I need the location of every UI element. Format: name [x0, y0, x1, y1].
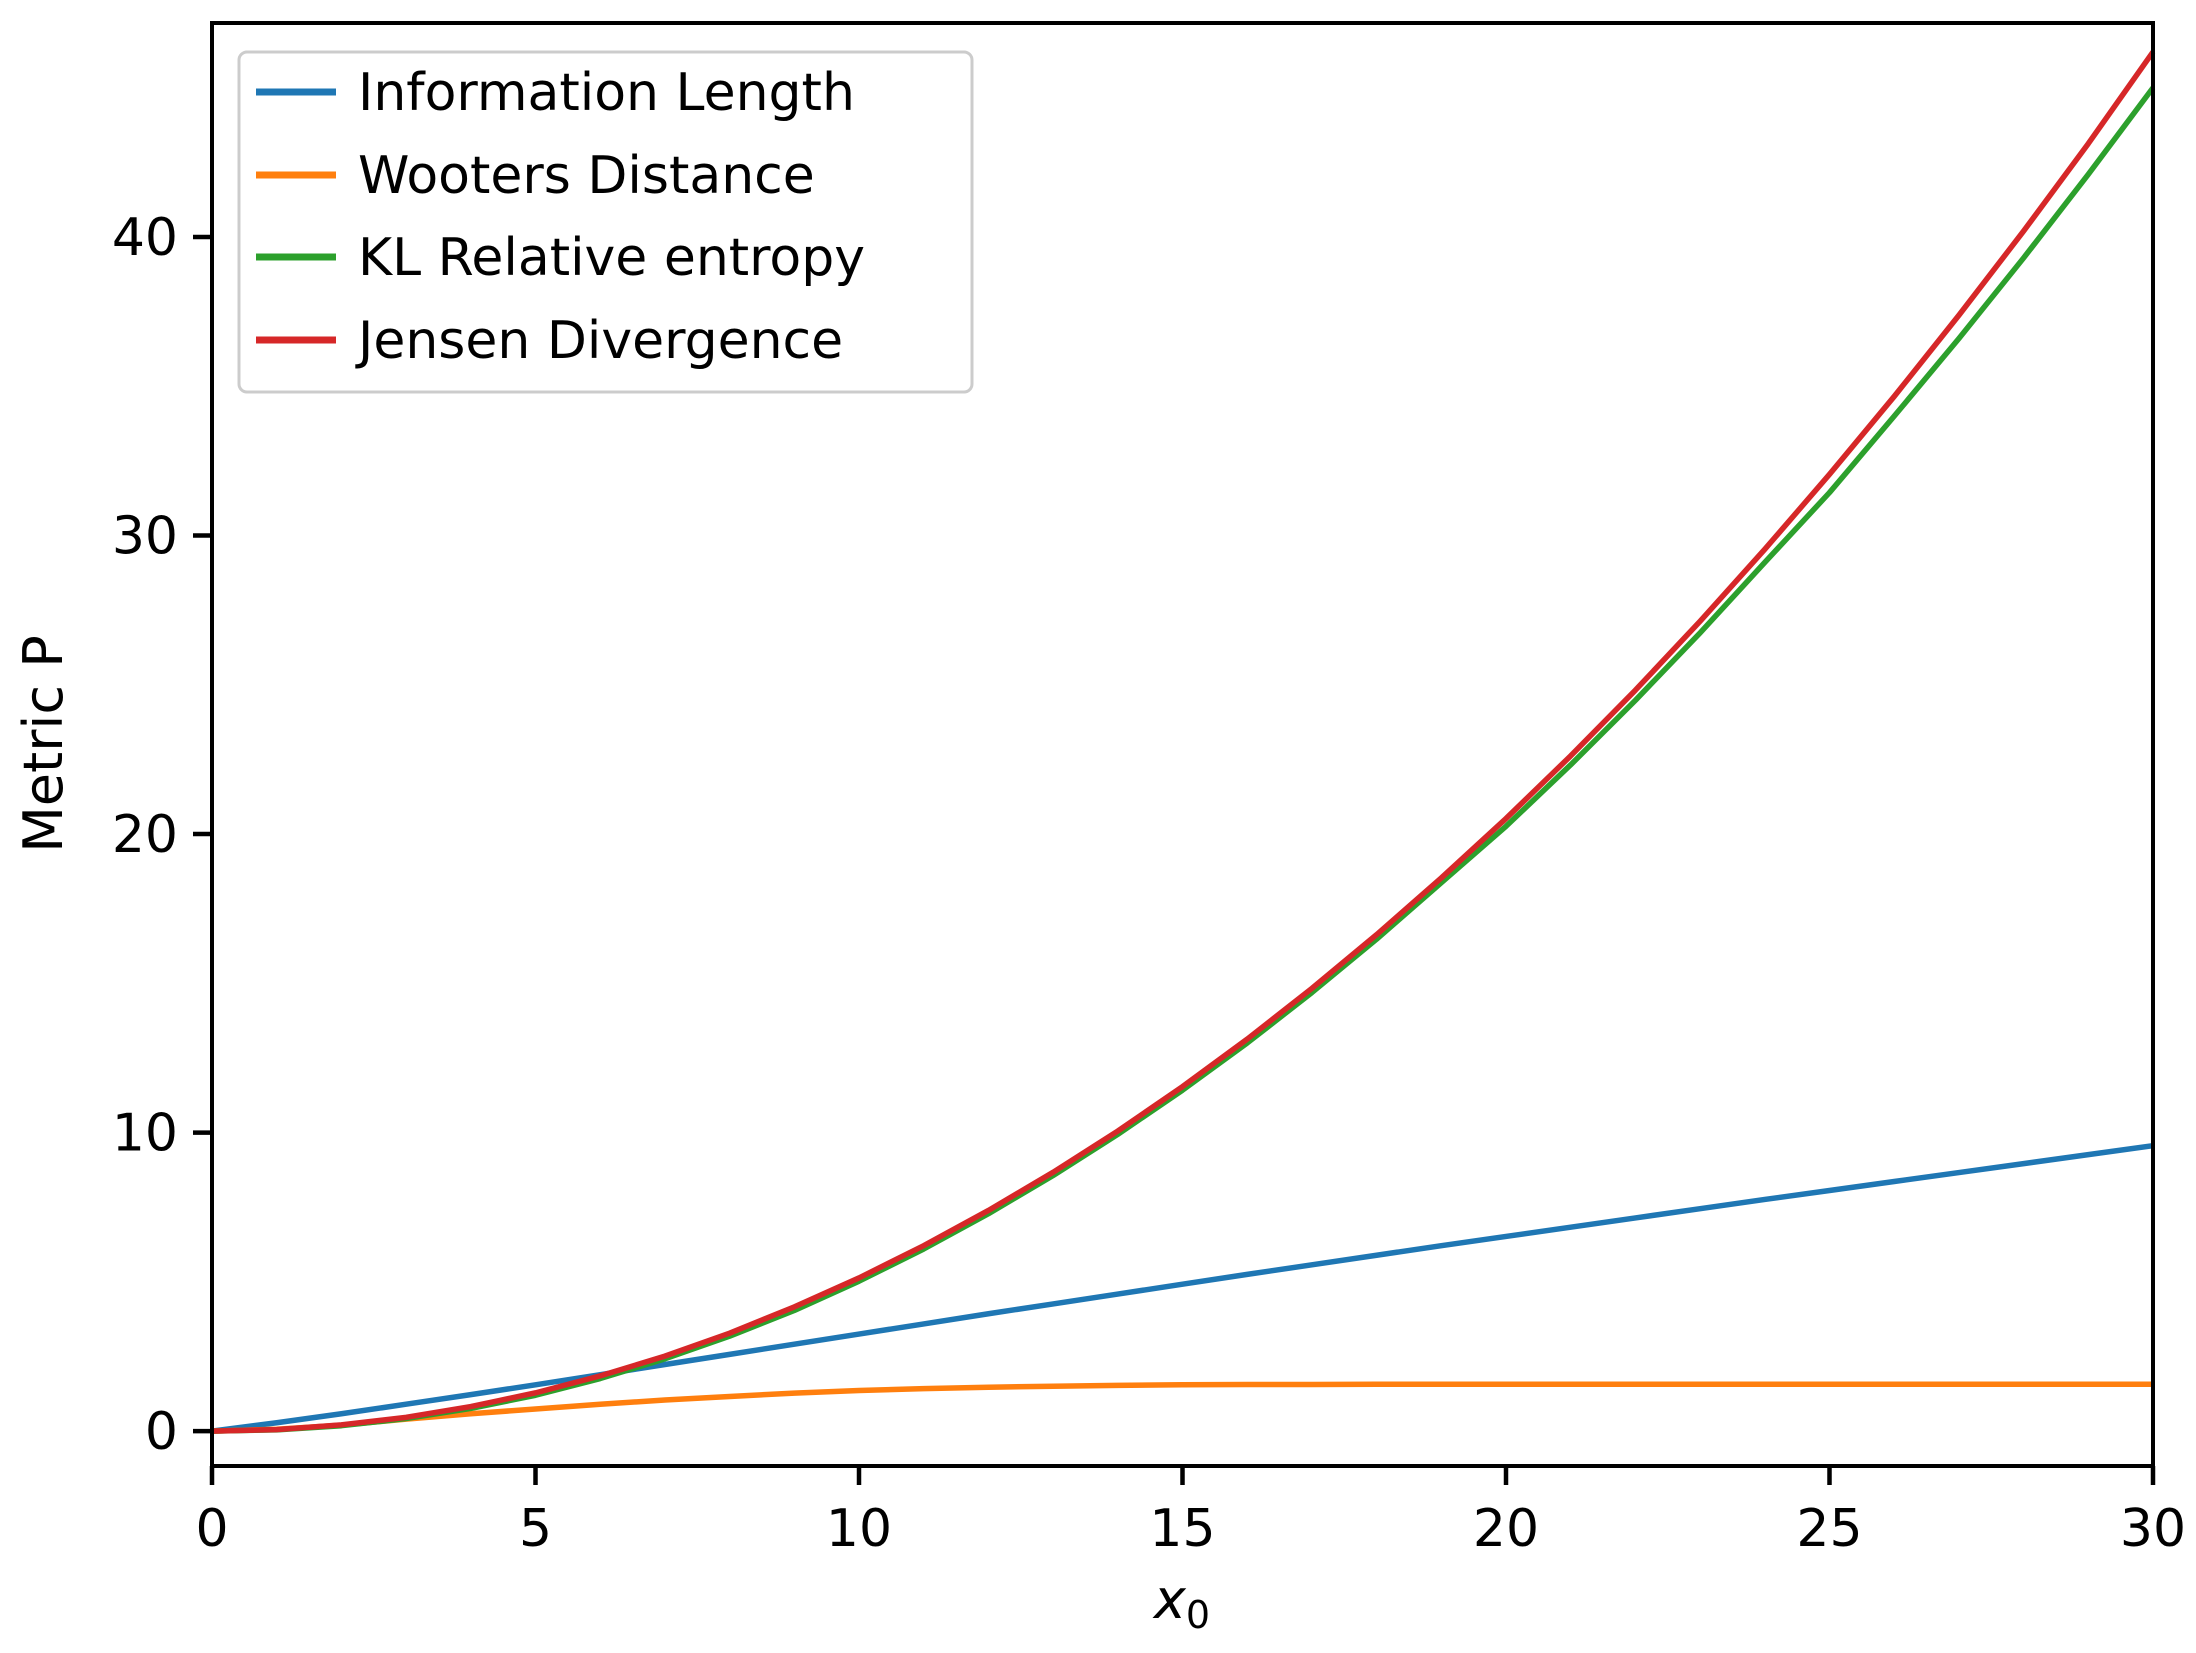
legend-label-information-length: Information Length [358, 63, 855, 123]
y-tick-label: 30 [112, 507, 178, 567]
y-axis-label: Metric P [12, 635, 75, 853]
legend-item: Information Length [256, 63, 855, 123]
x-tick-label: 5 [519, 1499, 552, 1559]
legend-label-kl-relative-entropy: KL Relative entropy [358, 228, 865, 288]
legend-item: Jensen Divergence [256, 311, 843, 371]
x-tick-label: 30 [2120, 1499, 2186, 1559]
curves-layer [211, 50, 2156, 1434]
y-tick-label: 20 [112, 805, 178, 865]
x-tick-label: 15 [1149, 1499, 1215, 1559]
x-tick-label: 10 [826, 1499, 892, 1559]
y-tick-label: 10 [112, 1104, 178, 1164]
legend-item: KL Relative entropy [256, 228, 865, 288]
legend: Information Length Wooters Distance KL R… [237, 50, 974, 394]
curve-information-length [211, 1142, 2154, 1434]
legend-label-wooters-distance: Wooters Distance [358, 146, 815, 206]
legend-item: Wooters Distance [256, 146, 815, 206]
y-axis-ticks: 0 10 20 30 40 [112, 208, 212, 1462]
legend-box [237, 50, 974, 394]
x-tick-label: 25 [1796, 1499, 1862, 1559]
x-axis-ticks: 0 5 10 15 20 25 30 [195, 1466, 2186, 1559]
y-tick-label: 40 [112, 208, 178, 268]
x-axis-label-subscript: 0 [1186, 1593, 1210, 1637]
legend-label-jensen-divergence: Jensen Divergence [355, 311, 843, 371]
x-axis-label-base: x [1152, 1568, 1187, 1631]
x-tick-label: 20 [1473, 1499, 1539, 1559]
curve-jensen-divergence [211, 50, 2156, 1434]
curve-wooters-distance [211, 1381, 2153, 1434]
y-tick-label: 0 [145, 1402, 178, 1462]
x-axis-label: x0 [1152, 1568, 1210, 1637]
x-tick-label: 0 [195, 1499, 228, 1559]
